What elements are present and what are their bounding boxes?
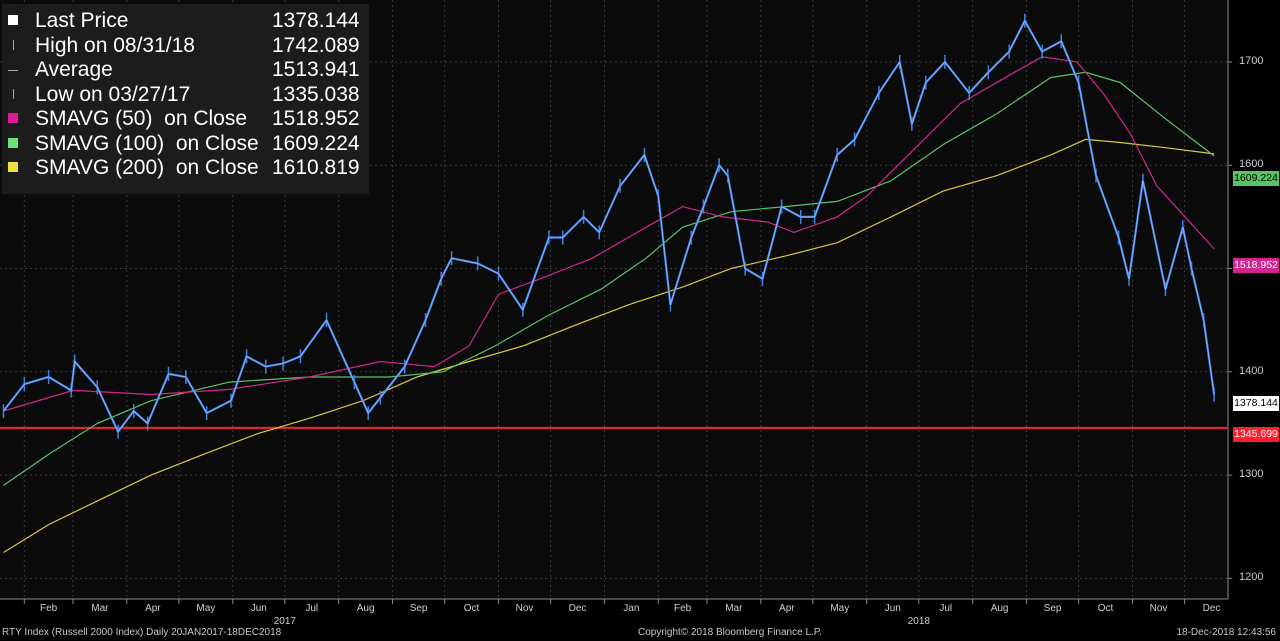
x-tick-label: Nov: [516, 603, 534, 614]
legend-value: 1335.038: [272, 82, 360, 106]
price-series: [2, 13, 1216, 439]
x-tick-label: Aug: [357, 603, 375, 614]
x-tick-label: Sep: [1044, 603, 1062, 614]
legend-row: Average 1513.941: [2, 58, 369, 82]
legend-label: SMAVG (200) on Close: [35, 156, 259, 179]
chart-legend: Last Price 1378.144 High on 08/31/18 1742.0…: [2, 4, 369, 194]
magenta-square-icon: [8, 113, 18, 123]
footer-copyright: Copyright© 2018 Bloomberg Finance L.P.: [638, 627, 822, 638]
legend-label: SMAVG (100) on Close: [35, 131, 259, 155]
legend-row: SMAVG (200) on Close 1610.819: [2, 156, 369, 180]
x-tick-label: Feb: [40, 603, 58, 614]
horizontal-line-value-tag: 1345.699: [1233, 427, 1279, 442]
legend-label: Low on 03/27/17: [35, 82, 191, 106]
legend-value: 1378.144: [272, 9, 360, 32]
y-tick-label: 1400: [1239, 364, 1264, 377]
legend-value: 1609.224: [272, 131, 360, 155]
average-dash-icon: [8, 70, 18, 71]
x-tick-label: Aug: [991, 603, 1009, 614]
y-tick-label: 1300: [1239, 468, 1264, 481]
x-tick-label: Sep: [410, 603, 428, 614]
sma50-line: [3, 56, 1215, 412]
x-tick-label: Feb: [674, 603, 692, 614]
y-tick-label: 1600: [1239, 158, 1264, 171]
legend-row: SMAVG (50) on Close 1518.952: [2, 107, 369, 131]
white-square-icon: [8, 15, 18, 25]
x-tick-label: May: [830, 603, 849, 614]
x-tick-label: Nov: [1150, 603, 1168, 614]
legend-value: 1742.089: [272, 33, 360, 57]
yellow-square-icon: [8, 162, 18, 172]
x-tick-label: Dec: [569, 603, 587, 614]
legend-label: Average: [35, 58, 113, 81]
high-tick-icon: [13, 39, 14, 50]
price-line-highlight: [3, 20, 1215, 433]
legend-value: 1610.819: [272, 156, 360, 179]
y-tick-label: 1200: [1239, 571, 1264, 584]
x-tick-label: Jun: [885, 603, 901, 614]
x-tick-label: Apr: [779, 603, 795, 614]
x-tick-label: Jul: [305, 603, 318, 614]
legend-row: High on 08/31/18 1742.089: [2, 34, 369, 58]
legend-label: SMAVG (50) on Close: [35, 107, 248, 130]
x-tick-label: Jan: [623, 603, 639, 614]
last-price-value-tag: 1378.144: [1233, 396, 1279, 411]
x-tick-label: Apr: [145, 603, 161, 614]
sma50-value-tag: 1518.952: [1233, 258, 1279, 273]
x-tick-label: Jul: [939, 603, 952, 614]
legend-row: Low on 03/27/17 1335.038: [2, 83, 369, 107]
x-tick-label: Mar: [725, 603, 743, 614]
sma100-value-tag: 1609.224: [1233, 171, 1279, 186]
x-tick-label: Mar: [91, 603, 109, 614]
green-square-icon: [8, 137, 18, 148]
legend-label: High on 08/31/18: [35, 33, 195, 57]
x-tick-label: Oct: [464, 603, 480, 614]
legend-row: Last Price 1378.144: [2, 9, 369, 33]
legend-row: SMAVG (100) on Close 1609.224: [2, 132, 369, 156]
footer-security-description: RTY Index (Russell 2000 Index) Daily 20J…: [2, 627, 282, 638]
x-tick-label: Dec: [1203, 603, 1221, 614]
x-tick-label: Jun: [251, 603, 267, 614]
sma200-line: [3, 138, 1215, 554]
footer-timestamp: 18-Dec-2018 12:43:56: [1176, 627, 1276, 638]
year-label-2018: 2018: [908, 616, 931, 627]
low-tick-icon: [13, 88, 14, 99]
legend-value: 1513.941: [272, 58, 360, 81]
y-tick-label: 1700: [1239, 54, 1264, 67]
x-tick-label: May: [196, 603, 215, 614]
legend-label: Last Price: [35, 9, 129, 32]
year-label-2017: 2017: [274, 616, 297, 627]
x-tick-label: Oct: [1098, 603, 1114, 614]
legend-value: 1518.952: [272, 107, 360, 130]
